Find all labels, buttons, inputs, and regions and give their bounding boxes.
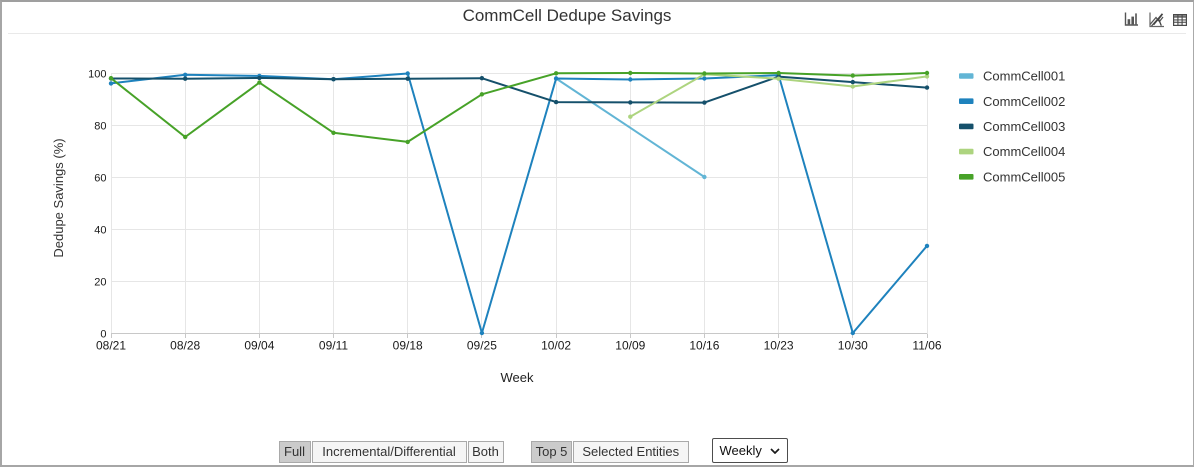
svg-text:CommCell004: CommCell004 (983, 144, 1065, 159)
svg-text:CommCell001: CommCell001 (983, 69, 1065, 84)
svg-text:09/04: 09/04 (244, 339, 274, 353)
svg-text:10/16: 10/16 (689, 339, 719, 353)
svg-text:08/28: 08/28 (170, 339, 200, 353)
svg-text:09/11: 09/11 (319, 339, 348, 353)
svg-text:40: 40 (94, 225, 106, 237)
svg-text:100: 100 (88, 69, 106, 81)
svg-text:09/25: 09/25 (467, 339, 497, 353)
svg-text:11/06: 11/06 (912, 339, 941, 353)
svg-text:20: 20 (94, 277, 106, 289)
svg-text:10/30: 10/30 (838, 339, 868, 353)
svg-text:09/18: 09/18 (393, 339, 423, 353)
svg-text:Dedupe Savings (%): Dedupe Savings (%) (51, 138, 66, 257)
svg-text:80: 80 (94, 121, 106, 133)
svg-text:Week: Week (501, 370, 534, 385)
svg-text:CommCell002: CommCell002 (983, 94, 1065, 109)
svg-text:08/21: 08/21 (96, 339, 126, 353)
svg-text:0: 0 (100, 329, 106, 341)
svg-text:10/02: 10/02 (541, 339, 571, 353)
svg-text:10/23: 10/23 (764, 339, 794, 353)
svg-text:CommCell003: CommCell003 (983, 119, 1065, 134)
svg-text:10/09: 10/09 (615, 339, 645, 353)
svg-text:CommCell005: CommCell005 (983, 169, 1065, 184)
svg-text:60: 60 (94, 173, 106, 185)
